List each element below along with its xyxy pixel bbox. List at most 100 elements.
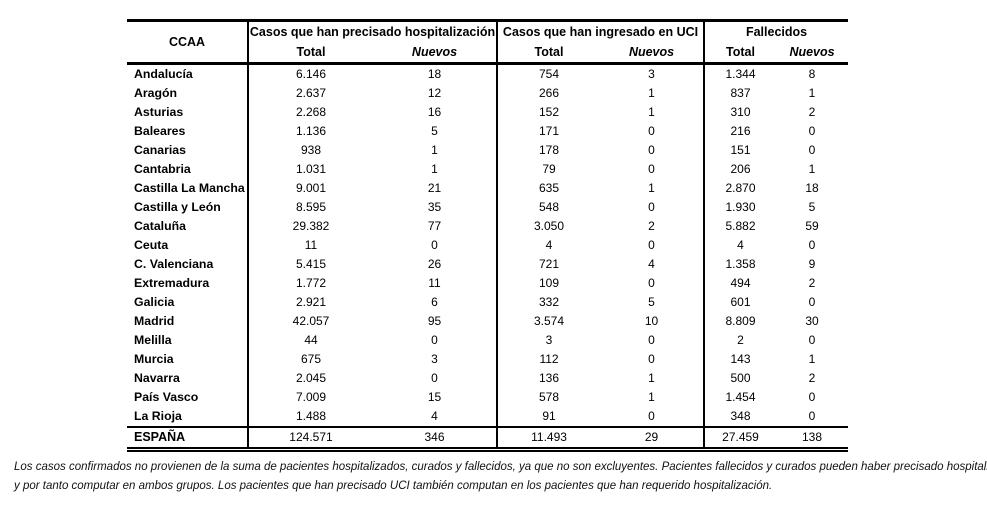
ccaa-label: La Rioja bbox=[134, 409, 182, 424]
table-row: Andalucía 6.146 18 754 3 1.344 8 bbox=[127, 63, 848, 84]
cell-uci-nuevos: 0 bbox=[648, 332, 655, 347]
cell-hosp-total: 8.595 bbox=[247, 198, 373, 217]
cell-uci-total: 635 bbox=[496, 179, 601, 198]
cell-hosp-total: 1.488 bbox=[247, 407, 373, 427]
cell-uci-total: 171 bbox=[496, 122, 601, 141]
cell-hosp-total: 5.415 bbox=[247, 255, 373, 274]
cell-uci-total: 91 bbox=[496, 407, 601, 427]
table-row: Ceuta 11 0 4 0 4 0 bbox=[127, 236, 848, 255]
fallecidos-total-header: Total bbox=[703, 42, 777, 65]
cell-hosp-nuevos: 77 bbox=[427, 218, 442, 233]
cell-hosp-nuevos: 5 bbox=[431, 123, 438, 138]
cell-uci-nuevos: 10 bbox=[644, 313, 659, 328]
cell-hosp-nuevos: 95 bbox=[427, 313, 442, 328]
table-row: Cataluña 29.382 77 3.050 2 5.882 59 bbox=[127, 217, 848, 236]
cell-uci-nuevos: 0 bbox=[648, 237, 655, 252]
cell-fallecidos-total: 206 bbox=[703, 160, 777, 179]
ccaa-label: Extremadura bbox=[134, 276, 210, 291]
table-body: Andalucía 6.146 18 754 3 1.344 8 Aragón 2.637 12… bbox=[127, 63, 848, 427]
total-hosp-nuevos: 346 bbox=[373, 426, 498, 452]
cell-hosp-nuevos: 0 bbox=[431, 237, 438, 252]
total-fallecidos-nuevos: 138 bbox=[776, 426, 849, 452]
cell-hosp-nuevos: 16 bbox=[427, 104, 442, 119]
cell-uci-total: 721 bbox=[496, 255, 601, 274]
cell-hosp-total: 7.009 bbox=[247, 388, 373, 407]
cell-hosp-total: 938 bbox=[247, 141, 373, 160]
cell-fallecidos-total: 601 bbox=[703, 293, 777, 312]
cell-uci-total: 3.050 bbox=[496, 217, 601, 236]
table-row: Melilla 44 0 3 0 2 0 bbox=[127, 331, 848, 350]
cell-uci-total: 4 bbox=[496, 236, 601, 255]
cell-fallecidos-total: 216 bbox=[703, 122, 777, 141]
cell-uci-total: 332 bbox=[496, 293, 601, 312]
table-row: Galicia 2.921 6 332 5 601 0 bbox=[127, 293, 848, 312]
cell-fallecidos-total: 2.870 bbox=[703, 179, 777, 198]
cell-hosp-nuevos: 1 bbox=[431, 142, 438, 157]
table-row: La Rioja 1.488 4 91 0 348 0 bbox=[127, 407, 848, 427]
ccaa-label: Castilla y León bbox=[134, 200, 221, 215]
cell-fallecidos-nuevos: 2 bbox=[808, 370, 816, 385]
cell-hosp-nuevos: 0 bbox=[431, 370, 438, 385]
cell-hosp-total: 2.921 bbox=[247, 293, 373, 312]
ccaa-label: Castilla La Mancha bbox=[134, 181, 245, 196]
cell-fallecidos-total: 1.930 bbox=[703, 198, 777, 217]
cell-uci-nuevos: 0 bbox=[648, 123, 655, 138]
table-row: Castilla y León 8.595 35 548 0 1.930 5 bbox=[127, 198, 848, 217]
cell-fallecidos-total: 2 bbox=[703, 331, 777, 350]
cell-uci-nuevos: 0 bbox=[648, 142, 655, 157]
cell-uci-total: 109 bbox=[496, 274, 601, 293]
cell-uci-total: 178 bbox=[496, 141, 601, 160]
ccaa-label: Canarias bbox=[134, 143, 186, 158]
cell-uci-total: 754 bbox=[496, 63, 601, 84]
footnote-line-1: Los casos confirmados no provienen de la… bbox=[14, 461, 987, 473]
cell-uci-total: 548 bbox=[496, 198, 601, 217]
cell-fallecidos-nuevos: 2 bbox=[808, 104, 816, 119]
cell-fallecidos-total: 5.882 bbox=[703, 217, 777, 236]
cell-hosp-total: 2.045 bbox=[247, 369, 373, 388]
cell-uci-total: 136 bbox=[496, 369, 601, 388]
ccaa-label: Melilla bbox=[134, 333, 172, 348]
cell-uci-nuevos: 0 bbox=[648, 351, 655, 366]
cell-hosp-nuevos: 1 bbox=[431, 161, 438, 176]
total-hosp-total: 124.571 bbox=[247, 426, 373, 452]
cell-fallecidos-total: 4 bbox=[703, 236, 777, 255]
cell-fallecidos-total: 494 bbox=[703, 274, 777, 293]
cell-uci-nuevos: 0 bbox=[648, 199, 655, 214]
total-row: ESPAÑA 124.571 346 11.493 29 27.459 138 bbox=[127, 426, 849, 452]
subheader-row: Total Nuevos Total Nuevos Total Nuevos bbox=[127, 42, 849, 65]
cell-hosp-nuevos: 26 bbox=[427, 256, 442, 271]
cell-fallecidos-total: 143 bbox=[703, 350, 777, 369]
cell-fallecidos-total: 348 bbox=[703, 407, 777, 427]
ccaa-label: Galicia bbox=[134, 295, 175, 310]
table-row: Navarra 2.045 0 136 1 500 2 bbox=[127, 369, 848, 388]
cell-hosp-total: 11 bbox=[247, 236, 373, 255]
cell-fallecidos-nuevos: 18 bbox=[805, 180, 819, 195]
cell-fallecidos-total: 1.358 bbox=[703, 255, 777, 274]
cell-hosp-total: 2.268 bbox=[247, 103, 373, 122]
ccaa-label: País Vasco bbox=[134, 390, 199, 405]
table-total-section: ESPAÑA 124.571 346 11.493 29 27.459 138 bbox=[127, 426, 849, 452]
total-row-label: ESPAÑA bbox=[127, 426, 248, 452]
cell-uci-total: 266 bbox=[496, 84, 601, 103]
cell-fallecidos-nuevos: 0 bbox=[808, 123, 816, 138]
cell-fallecidos-nuevos: 0 bbox=[808, 294, 816, 309]
cell-fallecidos-nuevos: 9 bbox=[808, 256, 816, 271]
cell-uci-nuevos: 0 bbox=[648, 275, 655, 290]
cell-fallecidos-nuevos: 1 bbox=[808, 161, 816, 176]
total-uci-total: 11.493 bbox=[496, 426, 601, 452]
table-row: Madrid 42.057 95 3.574 10 8.809 30 bbox=[127, 312, 848, 331]
cell-fallecidos-nuevos: 0 bbox=[808, 408, 816, 423]
ccaa-label: Aragón bbox=[134, 86, 178, 101]
cell-fallecidos-nuevos: 30 bbox=[805, 313, 819, 328]
ccaa-label: Asturias bbox=[134, 105, 184, 120]
cell-hosp-nuevos: 6 bbox=[431, 294, 438, 309]
cell-hosp-nuevos: 3 bbox=[431, 351, 438, 366]
footnote-line-2: y por tanto computar en ambos grupos. Lo… bbox=[14, 480, 773, 492]
ccaa-label: Cataluña bbox=[134, 219, 186, 234]
cell-uci-nuevos: 1 bbox=[648, 104, 655, 119]
table-row: C. Valenciana 5.415 26 721 4 1.358 9 bbox=[127, 255, 848, 274]
cell-hosp-total: 42.057 bbox=[247, 312, 373, 331]
table-row: Canarias 938 1 178 0 151 0 bbox=[127, 141, 848, 160]
cell-uci-total: 578 bbox=[496, 388, 601, 407]
